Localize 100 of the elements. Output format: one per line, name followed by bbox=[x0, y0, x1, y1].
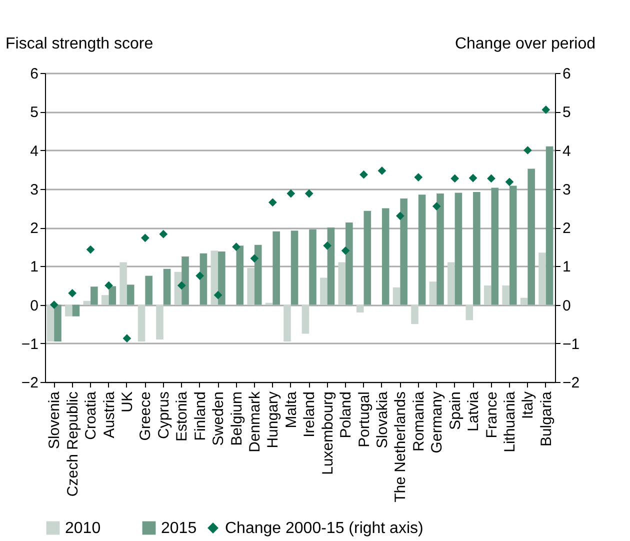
y-tick-label: −1 bbox=[21, 336, 38, 353]
bar bbox=[210, 250, 218, 305]
y-tick-label: −2 bbox=[21, 374, 38, 392]
y2-tick-label: 1 bbox=[562, 258, 571, 276]
x-tick-label: Germany bbox=[428, 391, 446, 454]
x-tick-label: Slovenia bbox=[46, 390, 64, 450]
x-tick-label: Cyprus bbox=[155, 392, 172, 440]
y-tick-label: 6 bbox=[30, 66, 38, 82]
x-tick-label: Latvia bbox=[465, 390, 482, 432]
point bbox=[122, 334, 132, 343]
bar bbox=[309, 229, 316, 305]
point bbox=[341, 246, 350, 255]
point bbox=[414, 173, 423, 182]
bar bbox=[302, 304, 310, 334]
point bbox=[378, 166, 386, 175]
bar bbox=[218, 251, 226, 305]
bar bbox=[126, 284, 134, 305]
x-tick-label: Austria bbox=[100, 390, 118, 438]
bar bbox=[466, 304, 474, 320]
bar bbox=[338, 262, 346, 305]
y2-tick-label: 2 bbox=[562, 220, 571, 237]
x-tick-label: Malta bbox=[282, 390, 300, 428]
x-tick-label: Portugal bbox=[356, 392, 373, 448]
x-tick-label: Estonia bbox=[174, 390, 191, 442]
bar bbox=[83, 300, 91, 305]
bar bbox=[436, 194, 444, 305]
bar bbox=[200, 253, 208, 305]
bar bbox=[163, 268, 171, 305]
point bbox=[450, 174, 460, 183]
x-tick-label: Bulgaria bbox=[538, 390, 555, 447]
bar bbox=[364, 210, 372, 305]
bar bbox=[346, 222, 353, 305]
x-tick-label: Czech Republic bbox=[64, 391, 82, 497]
bar bbox=[491, 188, 499, 305]
bar bbox=[429, 282, 437, 305]
bar bbox=[236, 246, 244, 305]
x-tick-label: Romania bbox=[410, 390, 428, 452]
bar bbox=[356, 304, 364, 312]
bar bbox=[448, 262, 455, 305]
x-tick-label: Luxembourg bbox=[319, 392, 336, 475]
x-tick-label: Sweden bbox=[210, 392, 228, 446]
bar bbox=[254, 244, 262, 305]
point bbox=[323, 241, 332, 250]
x-tick-label: Lithuania bbox=[501, 390, 518, 452]
bar bbox=[90, 286, 98, 305]
point bbox=[232, 242, 240, 251]
point bbox=[304, 189, 314, 198]
y2-tick-label: −1 bbox=[562, 336, 580, 353]
x-tick-label: Denmark bbox=[246, 391, 264, 452]
bar bbox=[120, 262, 127, 305]
bar bbox=[546, 146, 554, 305]
y2-tick-label: 3 bbox=[562, 181, 571, 198]
legend-label: 2015 bbox=[161, 520, 197, 537]
bar bbox=[411, 304, 418, 324]
bar bbox=[156, 304, 164, 340]
x-tick-label: Poland bbox=[338, 392, 355, 438]
bar bbox=[108, 286, 116, 305]
bar bbox=[418, 194, 426, 305]
y-tick-label: 2 bbox=[30, 220, 38, 237]
bar bbox=[392, 287, 400, 305]
point bbox=[50, 300, 58, 309]
y-axis-title: Fiscal strength score bbox=[6, 36, 154, 52]
bar bbox=[528, 168, 535, 305]
bar bbox=[382, 208, 390, 305]
x-tick-label: Hungary bbox=[264, 391, 282, 448]
bar bbox=[538, 252, 546, 305]
bar bbox=[182, 256, 189, 305]
y2-tick-label: 4 bbox=[562, 142, 571, 160]
x-tick-label: Ireland bbox=[301, 392, 318, 438]
bar bbox=[502, 285, 510, 305]
bar bbox=[54, 304, 62, 342]
point bbox=[177, 281, 186, 290]
y2-axis-title: Change over period bbox=[454, 36, 596, 52]
y-tick-label: 4 bbox=[30, 142, 38, 160]
bar bbox=[247, 268, 254, 305]
legend-label: Change 2000-15 (right axis) bbox=[225, 520, 424, 537]
point bbox=[286, 189, 296, 198]
point bbox=[487, 174, 496, 183]
y-tick-label: 1 bbox=[30, 258, 38, 276]
point bbox=[432, 202, 441, 210]
x-tick-label: Croatia bbox=[82, 390, 100, 440]
x-tick-label: Slovakia bbox=[374, 390, 391, 448]
point bbox=[196, 272, 204, 280]
bar bbox=[520, 298, 528, 305]
point bbox=[523, 146, 532, 154]
x-tick-label: Italy bbox=[520, 391, 537, 420]
point bbox=[268, 198, 277, 207]
bar bbox=[290, 230, 298, 305]
point bbox=[250, 254, 259, 263]
bar bbox=[101, 295, 109, 305]
point bbox=[159, 230, 168, 238]
point bbox=[86, 245, 95, 254]
bar bbox=[145, 276, 152, 305]
bar bbox=[454, 192, 462, 305]
point bbox=[468, 174, 478, 182]
x-tick-label: Spain bbox=[446, 392, 464, 430]
point bbox=[104, 281, 113, 290]
bar bbox=[272, 231, 280, 305]
point bbox=[505, 178, 514, 186]
y-tick-label: 0 bbox=[30, 297, 38, 314]
